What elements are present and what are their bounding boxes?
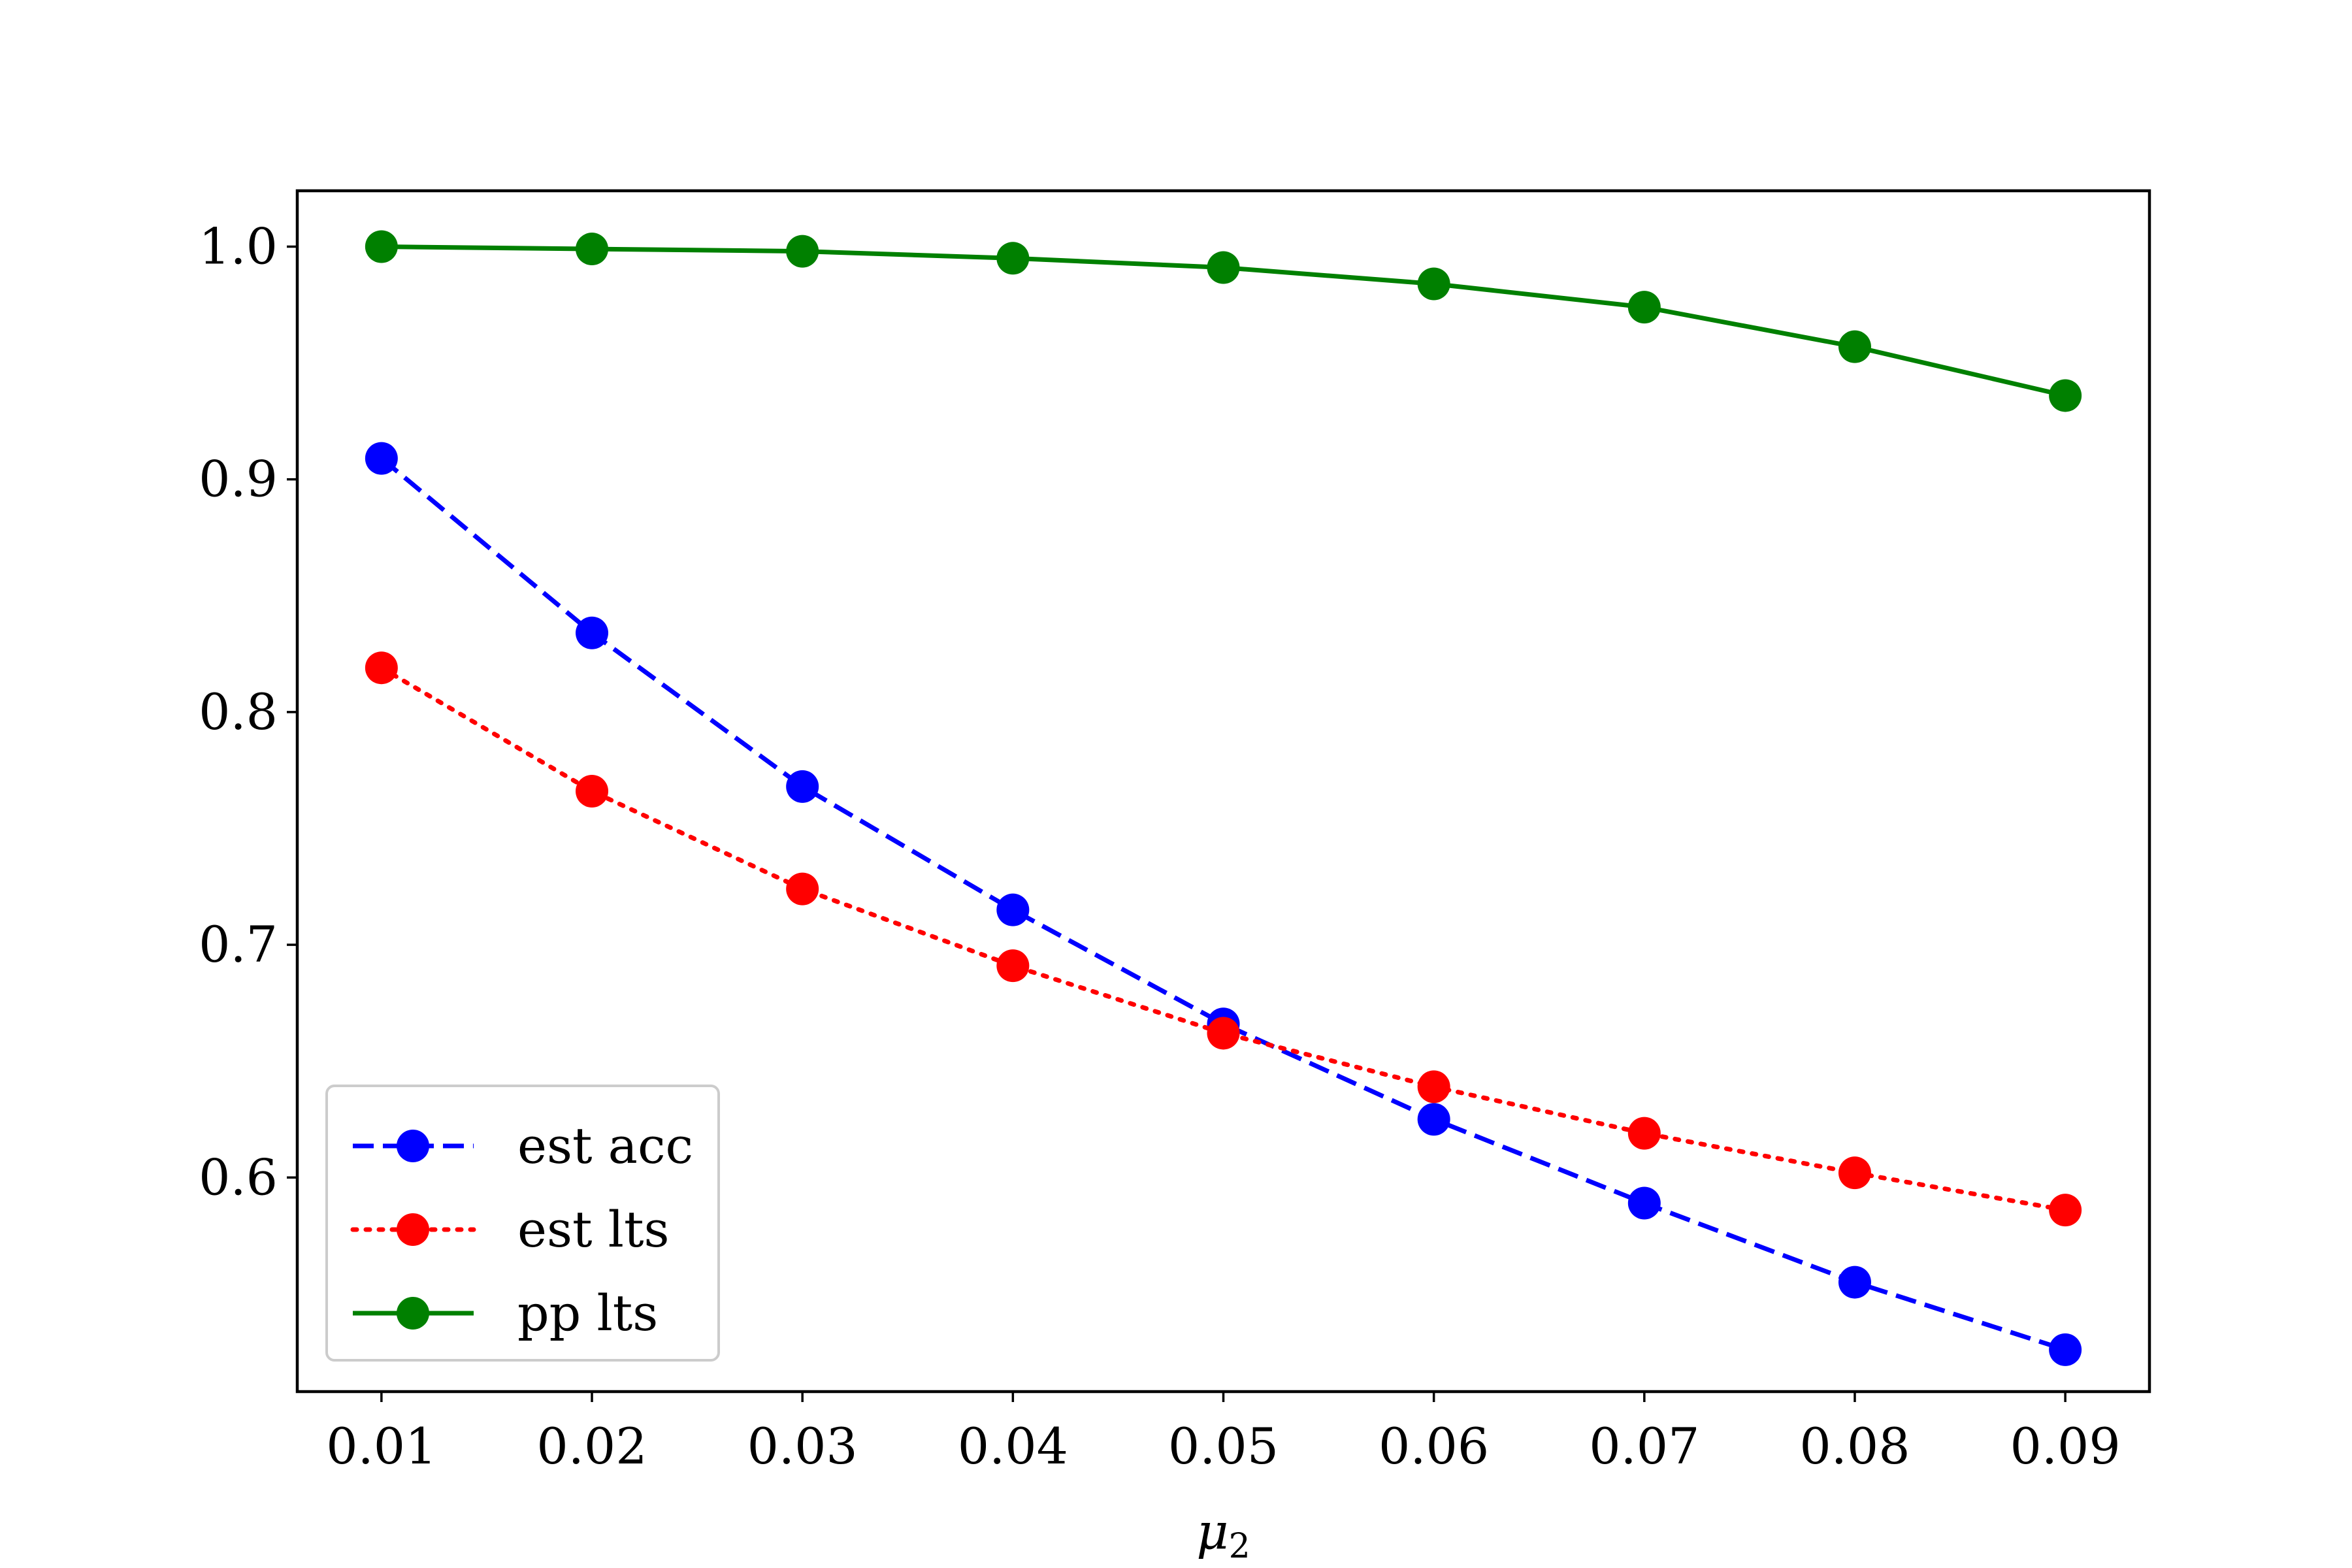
data-point <box>996 242 1030 275</box>
data-point <box>1627 291 1661 324</box>
series-layer <box>365 230 2082 1366</box>
data-point <box>576 233 609 266</box>
legend-item: est acc <box>353 1117 693 1175</box>
data-point <box>1627 1117 1661 1150</box>
y-axis: 0.6 0.7 0.8 0.9 1.0 <box>199 217 297 1206</box>
legend-swatch-marker <box>397 1297 429 1330</box>
y-tick-label: 1.0 <box>199 217 278 275</box>
data-point <box>365 230 398 263</box>
data-point <box>576 775 609 808</box>
data-point <box>1417 267 1450 301</box>
x-axis-label-main: μ <box>1196 1502 1228 1560</box>
data-point <box>2049 1333 2082 1366</box>
data-point <box>365 651 398 685</box>
data-point <box>786 235 819 268</box>
data-point <box>1417 1103 1450 1136</box>
x-tick-label: 0.07 <box>1589 1417 1699 1475</box>
legend: est acc est lts pp lts <box>325 1085 720 1362</box>
legend-label: est acc <box>517 1117 693 1175</box>
data-point <box>2049 379 2082 412</box>
data-point <box>786 770 819 803</box>
data-point <box>2049 1194 2082 1227</box>
series-pp-lts <box>365 230 2082 412</box>
x-axis-label-subscript: 2 <box>1229 1527 1250 1566</box>
y-tick-label: 0.6 <box>199 1148 278 1206</box>
data-point <box>1838 1156 1871 1190</box>
legend-item: pp lts <box>353 1284 658 1342</box>
x-tick-label: 0.09 <box>2010 1417 2121 1475</box>
legend-item: est lts <box>350 1200 670 1258</box>
legend-swatch-marker <box>397 1213 429 1246</box>
y-tick-label: 0.8 <box>199 683 278 741</box>
data-point <box>1838 330 1871 363</box>
data-point <box>576 616 609 649</box>
x-tick-label: 0.04 <box>958 1417 1068 1475</box>
series-line <box>380 456 2066 1352</box>
data-point <box>1417 1070 1450 1103</box>
data-point <box>786 872 819 906</box>
legend-label: pp lts <box>517 1284 658 1342</box>
data-point <box>1207 1017 1240 1050</box>
x-tick-label: 0.01 <box>326 1417 436 1475</box>
x-tick-label: 0.05 <box>1168 1417 1279 1475</box>
x-tick-label: 0.08 <box>1799 1417 1910 1475</box>
y-tick-label: 0.7 <box>199 915 278 973</box>
data-point <box>1838 1266 1871 1299</box>
x-tick-label: 0.02 <box>536 1417 647 1475</box>
y-tick-label: 0.9 <box>199 450 278 508</box>
x-tick-label: 0.03 <box>747 1417 858 1475</box>
data-point <box>996 949 1030 983</box>
data-point <box>1207 251 1240 284</box>
legend-label: est lts <box>517 1200 670 1258</box>
data-point <box>1627 1186 1661 1220</box>
x-tick-label: 0.06 <box>1379 1417 1489 1475</box>
series-est-lts <box>365 651 2082 1227</box>
data-point <box>365 442 398 475</box>
x-axis-label: μ2 <box>1196 1502 1250 1566</box>
legend-swatch-marker <box>397 1130 429 1162</box>
x-axis: 0.01 0.02 0.03 0.04 0.05 0.06 0.07 0.08 0.09 <box>326 1392 2121 1475</box>
data-point <box>996 893 1030 926</box>
